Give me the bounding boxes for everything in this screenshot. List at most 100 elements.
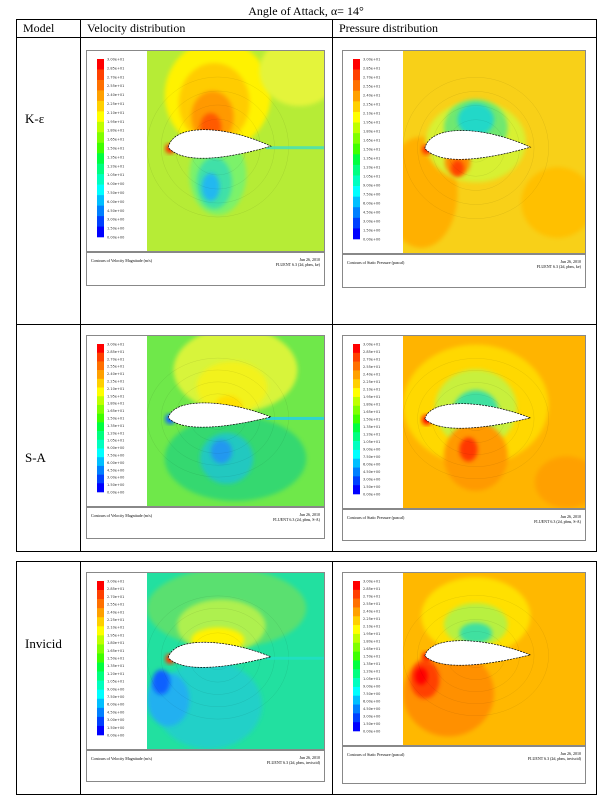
colorbar-swatch bbox=[97, 431, 104, 441]
colorbar-label: 1.95e+01 bbox=[107, 394, 124, 398]
colorbar-label: 7.50e+00 bbox=[363, 692, 380, 696]
colorbar-label: 0.00e+00 bbox=[107, 236, 124, 240]
colorbar-swatch bbox=[353, 370, 360, 380]
colorbar-swatch bbox=[97, 457, 104, 467]
colorbar-swatch bbox=[353, 633, 360, 644]
colorbar-swatch bbox=[353, 625, 360, 635]
colorbar-label: 2.40e+01 bbox=[363, 373, 380, 377]
footer-solver: FLUENT 6.3 (2d, pbns, inviscid) bbox=[527, 756, 581, 761]
airfoil-shape bbox=[167, 641, 273, 668]
colorbar-label: 2.55e+01 bbox=[107, 84, 124, 88]
colorbar-swatch bbox=[353, 396, 360, 407]
table-row: K-ε 3.00e+01 2.85e+01 2.70e+01 2.55e+01 2.40… bbox=[16, 37, 597, 325]
colorbar-swatch bbox=[353, 154, 360, 166]
colorbar-label: 1.50e+01 bbox=[107, 417, 124, 421]
colorbar-label: 1.05e+01 bbox=[107, 439, 124, 443]
colorbar-label: 2.25e+01 bbox=[107, 618, 124, 622]
results-table-lower: Invicid 3.00e+01 2.85e+01 2.70e+01 2.55e+01… bbox=[16, 561, 597, 795]
colorbar-swatch bbox=[97, 413, 104, 423]
colorbar-label: 9.00e+00 bbox=[363, 448, 380, 452]
colorbar-label: 1.95e+01 bbox=[107, 633, 124, 637]
colorbar-swatch bbox=[97, 142, 104, 154]
colorbar-swatch bbox=[353, 111, 360, 123]
colorbar: 3.00e+01 2.85e+01 2.70e+01 2.55e+01 2.40e+01… bbox=[97, 58, 124, 240]
velocity-cell: 3.00e+01 2.85e+01 2.70e+01 2.55e+01 2.40e+01… bbox=[80, 324, 333, 552]
colorbar-label: 2.70e+01 bbox=[107, 75, 124, 79]
colorbar-label: 2.85e+01 bbox=[107, 350, 124, 354]
colorbar-swatch bbox=[97, 635, 104, 645]
colorbar-label: 1.80e+01 bbox=[363, 130, 380, 134]
plot-footer: Contours of Velocity Magnitude (m/s) Jun … bbox=[86, 507, 325, 539]
airfoil-shape bbox=[424, 403, 532, 429]
colorbar-label: 1.95e+01 bbox=[363, 395, 380, 399]
colorbar-label: 6.00e+00 bbox=[363, 202, 380, 206]
colorbar-swatch bbox=[97, 361, 104, 371]
model-cell: K-ε bbox=[16, 37, 81, 325]
table-row: S-A 3.00e+01 2.85e+01 2.70e+01 2.55e+01 2.40… bbox=[16, 324, 597, 552]
colorbar-label: 2.55e+01 bbox=[363, 602, 380, 606]
colorbar-swatch bbox=[353, 143, 360, 155]
colorbar-label: 1.65e+01 bbox=[363, 410, 380, 414]
colorbar-label: 1.80e+01 bbox=[107, 641, 124, 645]
colorbar-swatch bbox=[353, 175, 360, 187]
colorbar-swatch bbox=[353, 642, 360, 652]
colorbar-swatch bbox=[353, 90, 360, 102]
colorbar-label: 6.00e+00 bbox=[107, 703, 124, 707]
colorbar-label: 2.70e+01 bbox=[363, 595, 380, 599]
colorbar-swatch bbox=[353, 485, 360, 495]
colorbar-label: 3.00e+00 bbox=[363, 220, 380, 224]
colorbar-swatch bbox=[97, 226, 104, 238]
colorbar-label: 1.95e+01 bbox=[363, 121, 380, 125]
airfoil-shape bbox=[167, 129, 272, 159]
model-cell: Invicid bbox=[16, 561, 81, 795]
colorbar-label: 2.25e+01 bbox=[107, 102, 124, 106]
colorbar-swatch bbox=[353, 476, 360, 486]
colorbar-label: 0.00e+00 bbox=[107, 491, 124, 495]
colorbar-swatch bbox=[97, 121, 104, 133]
colorbar-swatch bbox=[353, 405, 360, 415]
colorbar-label: 2.40e+01 bbox=[107, 93, 124, 97]
colorbar-label: 1.65e+01 bbox=[107, 138, 124, 142]
plot-footer: Contours of Velocity Magnitude (m/s) Jun … bbox=[86, 750, 325, 782]
colorbar-label: 2.55e+01 bbox=[363, 85, 380, 89]
footer-date: Jun 26, 2010 bbox=[299, 257, 320, 262]
colorbar-label: 1.50e+01 bbox=[363, 148, 380, 152]
pressure-cell: 3.00e+01 2.85e+01 2.70e+01 2.55e+01 2.40e+01… bbox=[332, 324, 597, 552]
colorbar-swatch bbox=[353, 722, 360, 732]
colorbar-swatch bbox=[97, 617, 104, 627]
header-pressure: Pressure distribution bbox=[332, 19, 597, 38]
colorbar-swatch bbox=[97, 184, 104, 196]
colorbar-label: 1.65e+01 bbox=[363, 647, 380, 651]
colorbar-label: 9.00e+00 bbox=[107, 687, 124, 691]
colorbar-label: 7.50e+00 bbox=[107, 695, 124, 699]
colorbar-label: 1.20e+01 bbox=[363, 670, 380, 674]
footer-solver: FLUENT 6.3 (2d, pbns, ke) bbox=[275, 262, 320, 267]
colorbar-label: 1.50e+01 bbox=[107, 657, 124, 661]
header-velocity: Velocity distribution bbox=[80, 19, 333, 38]
colorbar-swatch bbox=[97, 474, 104, 484]
colorbar-label: 1.80e+01 bbox=[363, 403, 380, 407]
colorbar-label: 3.00e+00 bbox=[107, 218, 124, 222]
colorbar-swatch bbox=[353, 607, 360, 617]
colorbar-swatch bbox=[97, 608, 104, 618]
footer-solver: FLUENT 6.3 (2d, pbns, inviscid) bbox=[266, 760, 320, 765]
colorbar-label: 0.00e+00 bbox=[363, 238, 380, 242]
colorbar-swatch bbox=[353, 133, 360, 145]
colorbar-label: 1.50e+00 bbox=[363, 229, 380, 233]
colorbar-swatch bbox=[97, 111, 104, 123]
colorbar-swatch bbox=[353, 414, 360, 424]
colorbar-label: 2.70e+01 bbox=[107, 595, 124, 599]
colorbar-label: 2.25e+01 bbox=[363, 380, 380, 384]
colorbar-label: 2.10e+01 bbox=[107, 626, 124, 630]
pressure-cell: 3.00e+01 2.85e+01 2.70e+01 2.55e+01 2.40e+01… bbox=[332, 561, 597, 795]
colorbar-label: 2.55e+01 bbox=[107, 365, 124, 369]
footer-solver: FLUENT 6.3 (2d, pbns, S-A) bbox=[534, 519, 581, 524]
colorbar-label: 2.10e+01 bbox=[363, 112, 380, 116]
velocity-contour-plot: 3.00e+01 2.85e+01 2.70e+01 2.55e+01 2.40e+01… bbox=[86, 335, 325, 507]
colorbar-label: 6.00e+00 bbox=[107, 200, 124, 204]
colorbar-label: 2.55e+01 bbox=[363, 365, 380, 369]
colorbar-swatch bbox=[97, 439, 104, 449]
colorbar-swatch bbox=[97, 79, 104, 91]
colorbar-swatch bbox=[353, 713, 360, 723]
colorbar-swatch bbox=[353, 352, 360, 362]
